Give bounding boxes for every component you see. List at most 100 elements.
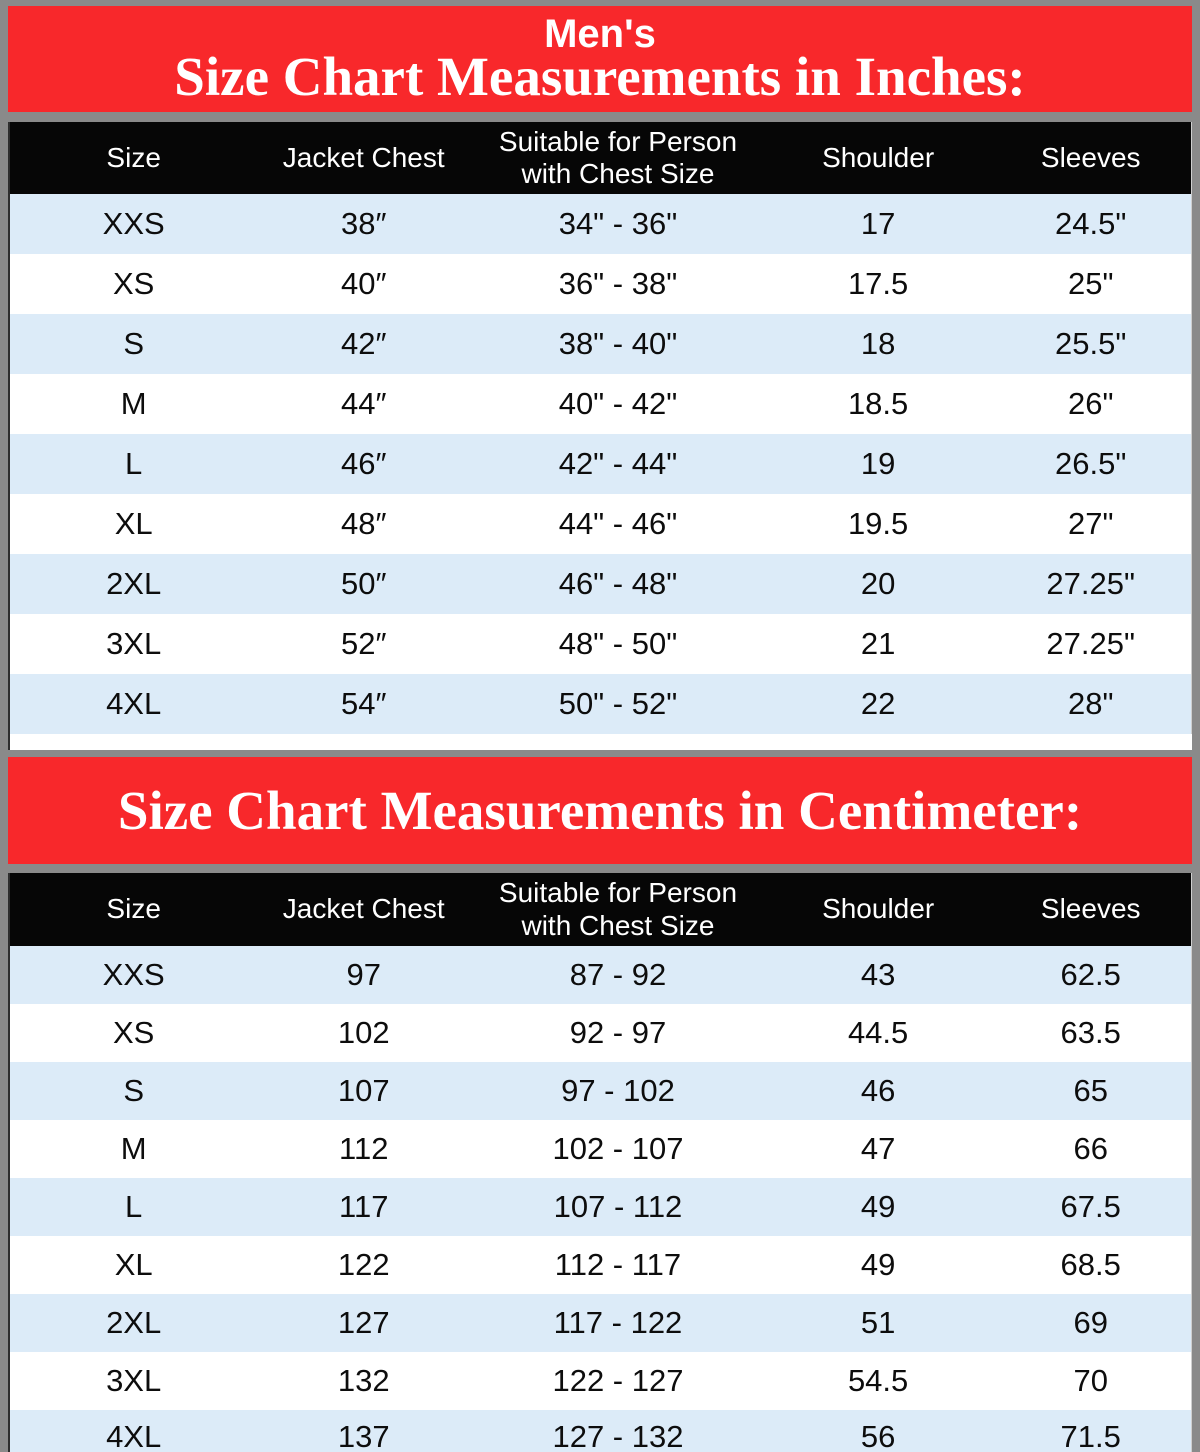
table-cell: 107 - 112 bbox=[470, 1177, 766, 1236]
table-cell: 27.25" bbox=[990, 614, 1192, 675]
cm-banner: Size Chart Measurements in Centimeter: bbox=[8, 757, 1192, 865]
cm-table-body: XXS 97 87 - 92 43 62.5 XS 102 92 - 97 44.5 63.5 S 1… bbox=[9, 945, 1192, 1452]
column-header: Shoulder bbox=[822, 893, 935, 925]
table-cell: 27.25" bbox=[990, 554, 1192, 615]
table-cell: 18.5 bbox=[765, 374, 991, 435]
inches-banner: Men's Size Chart Measurements in Inches: bbox=[8, 6, 1192, 112]
table-cell: 122 - 127 bbox=[470, 1351, 766, 1410]
table-cell: XS bbox=[9, 1003, 258, 1062]
table-cell: 63.5 bbox=[990, 1003, 1192, 1062]
table-cell: 66 bbox=[990, 1119, 1192, 1178]
table-row: 4XL 137 127 - 132 56 71.5 bbox=[9, 1409, 1192, 1452]
cm-title: Size Chart Measurements in Centimeter: bbox=[117, 780, 1083, 842]
cm-size-table: Size Jacket Chest Suitable for Person with… bbox=[8, 873, 1192, 1452]
table-cell: 137 bbox=[257, 1409, 471, 1452]
table-row: XL 48″ 44" - 46" 19.5 27" bbox=[9, 494, 1192, 555]
inches-title: Size Chart Measurements in Inches: bbox=[174, 45, 1026, 107]
table-cell: 36" - 38" bbox=[470, 254, 766, 315]
inches-table-section: Size Jacket Chest Suitable for Person with… bbox=[8, 122, 1192, 751]
column-header: Shoulder bbox=[822, 142, 935, 174]
table-cell: 62.5 bbox=[990, 945, 1192, 1004]
table-cell: 20 bbox=[765, 554, 991, 615]
table-cell: 24.5" bbox=[990, 194, 1192, 255]
table-cell: 34" - 36" bbox=[470, 194, 766, 255]
table-cell: 54.5 bbox=[765, 1351, 991, 1410]
table-cell: 40″ bbox=[257, 254, 471, 315]
table-row: 3XL 132 122 - 127 54.5 70 bbox=[9, 1351, 1192, 1410]
mens-label: Men's bbox=[544, 11, 656, 56]
table-cell: 127 - 132 bbox=[470, 1409, 766, 1452]
table-row: XXS 97 87 - 92 43 62.5 bbox=[9, 945, 1192, 1004]
table-cell: 19.5 bbox=[765, 494, 991, 555]
column-header: Suitable for Person with Chest Size bbox=[498, 877, 738, 941]
table-row: M 112 102 - 107 47 66 bbox=[9, 1119, 1192, 1178]
table-cell: 4XL bbox=[9, 674, 258, 735]
table-cell: 49 bbox=[765, 1177, 991, 1236]
column-header: Sleeves bbox=[1040, 893, 1141, 925]
table-cell: 4XL bbox=[9, 1409, 258, 1452]
column-header: Size bbox=[106, 142, 161, 174]
table-cell: 44" - 46" bbox=[470, 494, 766, 555]
table-cell: 42″ bbox=[257, 314, 471, 375]
table-row: M 44″ 40" - 42" 18.5 26" bbox=[9, 374, 1192, 435]
table-cell: 44.5 bbox=[765, 1003, 991, 1062]
table-cell: 22 bbox=[765, 674, 991, 735]
table-cell: 38" - 40" bbox=[470, 314, 766, 375]
table-cell: XL bbox=[9, 494, 258, 555]
table-cell: XXS bbox=[9, 945, 258, 1004]
table-cell: 3XL bbox=[9, 1351, 258, 1410]
table-cell: S bbox=[9, 1061, 258, 1120]
table-cell: 127 bbox=[257, 1293, 471, 1352]
table-cell: 68.5 bbox=[990, 1235, 1192, 1294]
table-cell: M bbox=[9, 374, 258, 435]
table-cell: 117 - 122 bbox=[470, 1293, 766, 1352]
cm-table-header: Size Jacket Chest Suitable for Person with… bbox=[9, 873, 1192, 946]
table-row: 2XL 50″ 46" - 48" 20 27.25" bbox=[9, 554, 1192, 615]
table-cell: 43 bbox=[765, 945, 991, 1004]
table-cell: 67.5 bbox=[990, 1177, 1192, 1236]
table-cell: 117 bbox=[257, 1177, 471, 1236]
table-cell: 17 bbox=[765, 194, 991, 255]
table-cell: 26" bbox=[990, 374, 1192, 435]
column-header: Jacket Chest bbox=[282, 893, 445, 925]
inches-table-body: XXS 38″ 34" - 36" 17 24.5" XS 40″ 36" - 38" 17.5… bbox=[9, 194, 1192, 735]
table-row: L 46″ 42" - 44" 19 26.5" bbox=[9, 434, 1192, 495]
table-row: 4XL 54″ 50" - 52" 22 28" bbox=[9, 674, 1192, 735]
table-cell: 3XL bbox=[9, 614, 258, 675]
table-cell: 112 bbox=[257, 1119, 471, 1178]
table-cell: XS bbox=[9, 254, 258, 315]
table-cell: 19 bbox=[765, 434, 991, 495]
table-cell: 87 - 92 bbox=[470, 945, 766, 1004]
table-cell: 47 bbox=[765, 1119, 991, 1178]
table-cell: 21 bbox=[765, 614, 991, 675]
table-cell: 112 - 117 bbox=[470, 1235, 766, 1294]
table-cell: 50" - 52" bbox=[470, 674, 766, 735]
table-cell: 25" bbox=[990, 254, 1192, 315]
table-cell: 27" bbox=[990, 494, 1192, 555]
table-cell: 38″ bbox=[257, 194, 471, 255]
table-row: S 107 97 - 102 46 65 bbox=[9, 1061, 1192, 1120]
table-row: 2XL 127 117 - 122 51 69 bbox=[9, 1293, 1192, 1352]
table-cell: 49 bbox=[765, 1235, 991, 1294]
table-cell: 51 bbox=[765, 1293, 991, 1352]
column-header: Jacket Chest bbox=[282, 142, 445, 174]
table-cell: M bbox=[9, 1119, 258, 1178]
table-cell: 102 bbox=[257, 1003, 471, 1062]
table-row: XS 102 92 - 97 44.5 63.5 bbox=[9, 1003, 1192, 1062]
column-header: Size bbox=[106, 893, 161, 925]
table-cell: 46" - 48" bbox=[470, 554, 766, 615]
header-row: Size Jacket Chest Suitable for Person with… bbox=[9, 122, 1192, 195]
inches-table-header: Size Jacket Chest Suitable for Person with… bbox=[9, 122, 1192, 195]
table-cell: 48″ bbox=[257, 494, 471, 555]
table-cell: 25.5" bbox=[990, 314, 1192, 375]
table-cell: 48" - 50" bbox=[470, 614, 766, 675]
table-cell: 2XL bbox=[9, 1293, 258, 1352]
table-cell: 65 bbox=[990, 1061, 1192, 1120]
table-cell: S bbox=[9, 314, 258, 375]
table-cell: 52″ bbox=[257, 614, 471, 675]
table-cell: 46 bbox=[765, 1061, 991, 1120]
table-cell: 26.5" bbox=[990, 434, 1192, 495]
table-cell: 46″ bbox=[257, 434, 471, 495]
table-cell: 40" - 42" bbox=[470, 374, 766, 435]
table-cell: 97 bbox=[257, 945, 471, 1004]
